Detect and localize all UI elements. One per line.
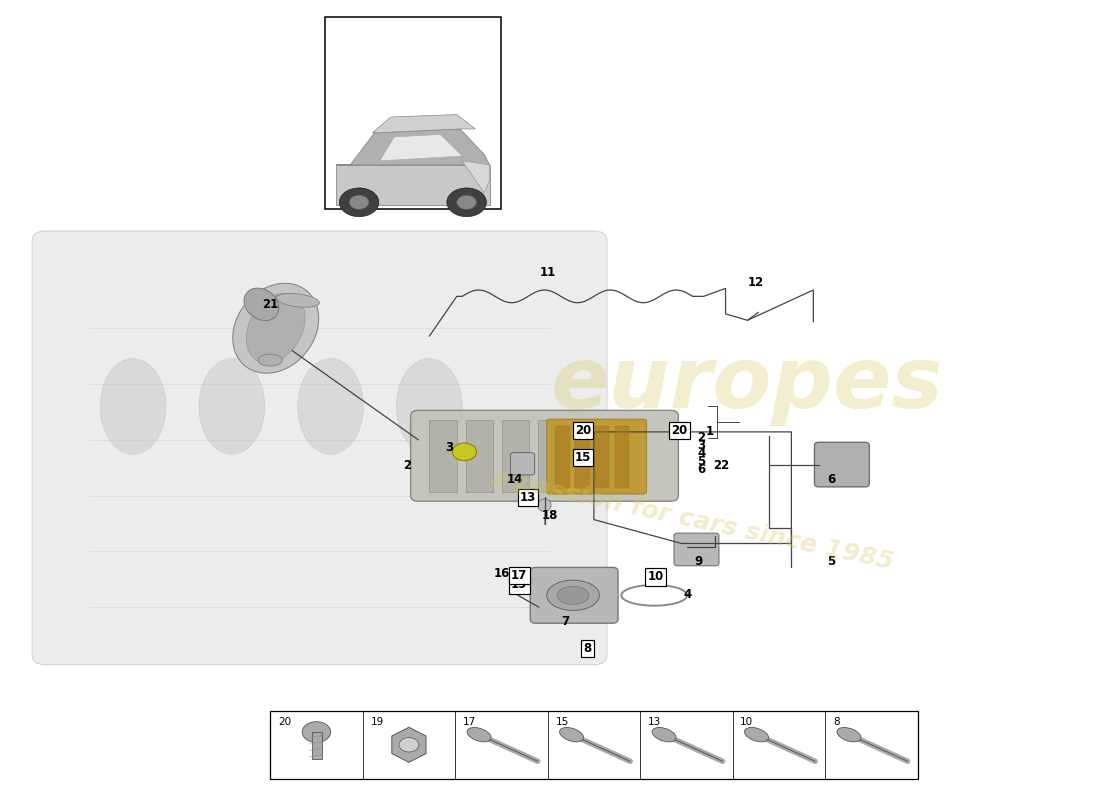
Bar <box>556 426 570 488</box>
Polygon shape <box>379 134 462 161</box>
Ellipse shape <box>233 283 319 373</box>
Ellipse shape <box>276 294 319 307</box>
Ellipse shape <box>652 727 676 742</box>
Text: 10: 10 <box>740 718 754 727</box>
Ellipse shape <box>396 358 462 454</box>
Ellipse shape <box>258 354 283 366</box>
Text: 1: 1 <box>706 426 714 438</box>
Text: 12: 12 <box>748 275 764 289</box>
Text: 18: 18 <box>542 509 558 522</box>
Ellipse shape <box>837 727 861 742</box>
Text: 13: 13 <box>520 490 536 504</box>
Text: 13: 13 <box>648 718 661 727</box>
Bar <box>312 732 322 759</box>
Text: 14: 14 <box>507 474 524 486</box>
Polygon shape <box>336 165 490 205</box>
Text: a passion for cars since 1985: a passion for cars since 1985 <box>490 465 896 574</box>
Text: 20: 20 <box>671 424 688 437</box>
Text: 16: 16 <box>494 567 510 580</box>
FancyBboxPatch shape <box>814 442 869 487</box>
Ellipse shape <box>547 580 600 610</box>
Text: 3: 3 <box>697 439 705 452</box>
Text: 8: 8 <box>833 718 839 727</box>
Text: 21: 21 <box>262 298 278 311</box>
Text: 3: 3 <box>446 442 453 454</box>
Bar <box>465 420 493 492</box>
FancyBboxPatch shape <box>510 453 535 475</box>
Bar <box>502 420 529 492</box>
Text: 20: 20 <box>575 424 591 437</box>
Text: 4: 4 <box>683 588 691 601</box>
FancyBboxPatch shape <box>547 419 647 494</box>
Ellipse shape <box>558 586 589 605</box>
Text: 19: 19 <box>371 718 384 727</box>
Text: europes: europes <box>551 342 944 426</box>
Text: 20: 20 <box>278 718 292 727</box>
Bar <box>574 420 602 492</box>
Ellipse shape <box>244 288 278 321</box>
Polygon shape <box>372 114 475 133</box>
Text: 6: 6 <box>827 474 835 486</box>
Ellipse shape <box>100 358 166 454</box>
Bar <box>429 420 456 492</box>
Bar <box>271 711 917 778</box>
Text: 19: 19 <box>512 578 528 591</box>
Ellipse shape <box>468 727 491 742</box>
Text: 5: 5 <box>697 455 705 468</box>
Bar <box>538 420 565 492</box>
FancyBboxPatch shape <box>410 410 679 502</box>
Text: 15: 15 <box>556 718 569 727</box>
Text: 17: 17 <box>512 569 527 582</box>
Ellipse shape <box>745 727 769 742</box>
Bar <box>326 18 500 209</box>
Text: 17: 17 <box>463 718 476 727</box>
Text: 8: 8 <box>583 642 592 655</box>
Circle shape <box>452 443 476 461</box>
Text: 6: 6 <box>697 463 705 476</box>
Circle shape <box>302 722 331 742</box>
Text: 4: 4 <box>697 447 705 460</box>
Text: 11: 11 <box>540 266 556 279</box>
Polygon shape <box>336 129 490 165</box>
Polygon shape <box>462 161 490 193</box>
Ellipse shape <box>246 294 305 363</box>
Bar <box>595 426 609 488</box>
Text: 22: 22 <box>713 459 729 472</box>
Ellipse shape <box>199 358 265 454</box>
Text: 2: 2 <box>697 431 705 444</box>
Polygon shape <box>392 727 426 762</box>
Ellipse shape <box>298 358 363 454</box>
Ellipse shape <box>560 727 583 742</box>
Text: 5: 5 <box>827 554 835 567</box>
Text: 2: 2 <box>404 459 411 472</box>
Circle shape <box>456 195 476 210</box>
Bar <box>575 426 590 488</box>
Circle shape <box>339 188 378 217</box>
FancyBboxPatch shape <box>530 567 618 623</box>
Text: 7: 7 <box>561 615 570 628</box>
Ellipse shape <box>538 499 551 512</box>
Circle shape <box>447 188 486 217</box>
FancyBboxPatch shape <box>674 533 719 566</box>
Text: 10: 10 <box>647 570 663 583</box>
FancyBboxPatch shape <box>32 231 607 665</box>
Text: 15: 15 <box>574 451 591 464</box>
Circle shape <box>399 738 419 752</box>
Text: 9: 9 <box>694 554 702 567</box>
Circle shape <box>349 195 368 210</box>
Bar <box>615 426 629 488</box>
Bar <box>610 420 638 492</box>
